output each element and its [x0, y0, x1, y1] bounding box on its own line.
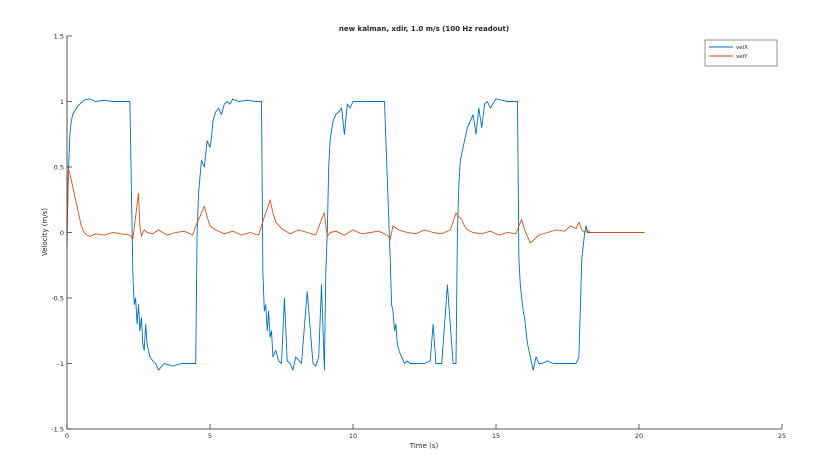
y-tick-label: 1	[60, 98, 64, 106]
y-tick-label: -1.5	[51, 426, 64, 434]
x-tick-label: 20	[635, 432, 643, 440]
x-tick-label: 0	[65, 432, 69, 440]
y-axis-label: Velocity (m/s)	[41, 208, 49, 256]
series-layer	[66, 98, 645, 371]
y-tick-label: 0.5	[54, 164, 64, 172]
x-axis-label: Time (s)	[409, 442, 439, 450]
chart-title: new kalman, xdir, 1.0 m/s (100 Hz readou…	[339, 25, 509, 33]
x-tick-label: 25	[778, 432, 786, 440]
legend-label-velx: velX	[736, 45, 748, 51]
y-tick-label: 1.5	[54, 33, 64, 41]
x-tick-label: 10	[349, 432, 357, 440]
series-line-velx	[66, 98, 591, 371]
legend-box	[704, 39, 778, 67]
series-line-vely	[66, 169, 645, 246]
legend: velX velY	[704, 39, 778, 67]
y-tick-label: -1	[58, 360, 64, 368]
legend-label-vely: velY	[736, 54, 748, 60]
x-tick-label: 5	[208, 432, 212, 440]
ticks-layer: 0 5 10 15 20 25 -1.5 -1 -0.5 0 0.5 1 1.5	[51, 33, 786, 441]
x-tick-label: 15	[492, 432, 500, 440]
y-tick-label: 0	[60, 229, 64, 237]
y-tick-label: -0.5	[51, 295, 64, 303]
